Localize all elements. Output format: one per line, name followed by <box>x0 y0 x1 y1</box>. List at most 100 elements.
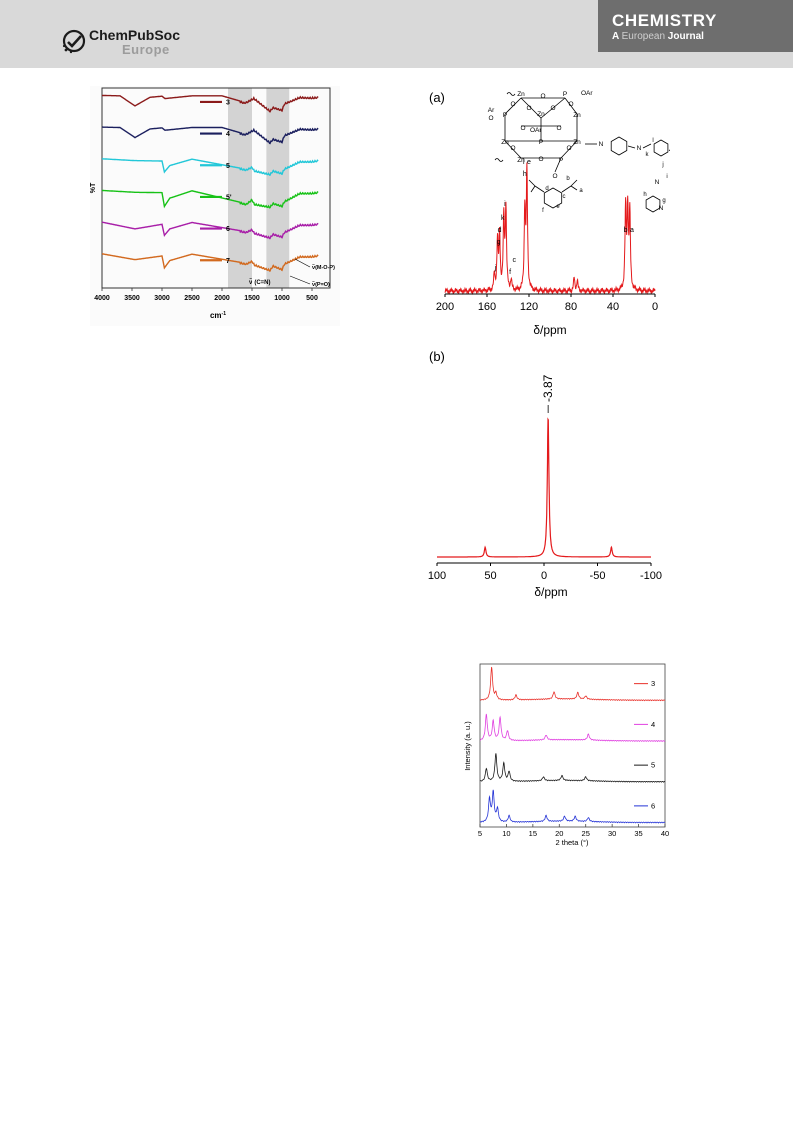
pxrd-series-2 <box>479 713 666 743</box>
ir-xtick-label: 2500 <box>184 295 200 302</box>
atom-label: Zn <box>573 112 581 119</box>
atom-label: Zn <box>517 157 525 164</box>
atom-label: O <box>540 93 545 100</box>
page-header: ChemPubSoc Europe CHEMISTRY A European J… <box>0 0 793 68</box>
pxrd-legend-label: 6 <box>651 801 655 810</box>
ir-legend-label: 5' <box>226 194 232 201</box>
wavy-bond <box>506 92 516 96</box>
svg-text:ν̃(C=N): ν̃ (C=N) <box>249 279 271 286</box>
atom-label: N <box>659 205 664 212</box>
ir-annot-cn: (C=N) <box>254 280 270 286</box>
bond <box>554 157 562 173</box>
ir-xtick-label: 4000 <box>94 295 110 302</box>
p31-spectrum-line <box>437 417 651 558</box>
ir-nu-mop: ν̃ <box>312 264 315 271</box>
p31-xtick-label: -50 <box>590 570 606 582</box>
pxrd-figure: 3 4 5 6 5 10 15 20 25 30 35 40 Intensity (a. u.) 2… <box>463 663 669 847</box>
ir-legend-label: 4 <box>226 131 230 138</box>
carbon-label: a <box>579 188 583 194</box>
ir-series-5 <box>101 221 319 240</box>
atom-label: O <box>520 125 525 132</box>
journal-subtitle-european: European <box>621 31 666 42</box>
bond <box>530 185 536 193</box>
carbon-label: h <box>643 192 646 198</box>
pxrd-legend-label: 5 <box>651 761 655 770</box>
pxrd-xtick-label: 5 <box>478 829 482 838</box>
atom-label: N <box>637 145 642 152</box>
p31-xtick-label: 100 <box>428 570 446 582</box>
pxrd-xtick-label: 30 <box>608 829 616 838</box>
carbon-label: g <box>662 198 665 204</box>
bond <box>570 185 578 191</box>
ir-xtick-label: 2000 <box>214 295 230 302</box>
bond <box>520 97 542 119</box>
c13-peak-label: g <box>497 239 501 246</box>
oar-label-2: OAr <box>530 127 542 134</box>
p31-xtick-label: -100 <box>640 570 662 582</box>
c13-peak-label: h <box>523 171 527 178</box>
ir-xlabel: cm <box>210 311 222 320</box>
ir-series-6 <box>102 253 319 272</box>
atom-label: O <box>566 145 571 152</box>
ir-band-cn <box>228 88 252 288</box>
ir-xtick-label: 1000 <box>274 295 290 302</box>
carbon-label: e <box>556 204 560 210</box>
bond <box>504 140 522 159</box>
pxrd-legend-label: 3 <box>651 679 655 688</box>
pxrd-xtick-label: 10 <box>502 829 510 838</box>
c13-xlabel: δ/ppm <box>533 323 566 337</box>
bond <box>627 145 636 149</box>
ir-nu-cn: ν̃ <box>249 279 253 286</box>
ir-nu-po: ν̃ <box>312 281 315 288</box>
c13-xtick-label: 40 <box>607 301 619 313</box>
ir-series-3 <box>102 158 319 176</box>
pxrd-plot-frame <box>479 663 666 828</box>
ir-xtick-label: 3000 <box>154 295 170 302</box>
atom-label: Zn <box>573 139 581 146</box>
carbon-label: j <box>661 162 663 168</box>
atom-label: O <box>526 105 531 112</box>
c13-xtick-label: 80 <box>565 301 577 313</box>
carbon-label: d <box>545 186 548 192</box>
atom-label: O <box>538 156 543 163</box>
ir-annot-po: (P=O) <box>315 282 330 288</box>
carbon-label: k <box>646 152 650 158</box>
ir-series-1 <box>102 94 319 113</box>
atom-label: P <box>563 91 567 98</box>
bond <box>504 97 522 115</box>
atom-label: O <box>556 125 561 132</box>
bond <box>642 143 652 149</box>
ir-legend-label: 3 <box>226 99 230 106</box>
publisher-region: Europe <box>122 42 170 57</box>
ir-legend-label: 5 <box>226 163 230 170</box>
ir-plot-frame <box>101 87 331 289</box>
c13-peak-label: d <box>498 227 502 234</box>
pxrd-xlabel: 2 theta (°) <box>555 838 589 847</box>
bond <box>564 97 578 115</box>
atom-label: Zn <box>537 111 545 118</box>
pyridine-ring-2 <box>645 195 661 213</box>
carbon-label: b <box>566 176 570 182</box>
atom-label: N <box>655 179 660 186</box>
ir-xtick-label: 3500 <box>124 295 140 302</box>
atom-label: O <box>552 173 557 180</box>
c13-peak-label: l <box>523 159 525 166</box>
bond <box>561 185 572 193</box>
c13-peak-label: i <box>504 201 506 208</box>
svg-text:ν̃(P=O): ν̃(P=O) <box>312 281 330 288</box>
aryl-ring <box>543 187 563 209</box>
bond <box>534 185 545 193</box>
c13-spectrum-line <box>444 162 656 296</box>
carbon-label: c <box>563 194 566 200</box>
carbon-label: f <box>542 208 544 214</box>
ir-ylabel: %T <box>90 182 97 193</box>
carbon-label: l <box>652 138 653 144</box>
atom-label: Ar <box>488 107 495 114</box>
bond <box>528 179 536 187</box>
ir-xlabel-sup: -1 <box>222 311 227 317</box>
p31-xtick-label: 0 <box>541 570 547 582</box>
ir-xtick-label: 1500 <box>244 295 260 302</box>
journal-title: CHEMISTRY <box>612 11 717 30</box>
pxrd-xtick-label: 40 <box>661 829 669 838</box>
